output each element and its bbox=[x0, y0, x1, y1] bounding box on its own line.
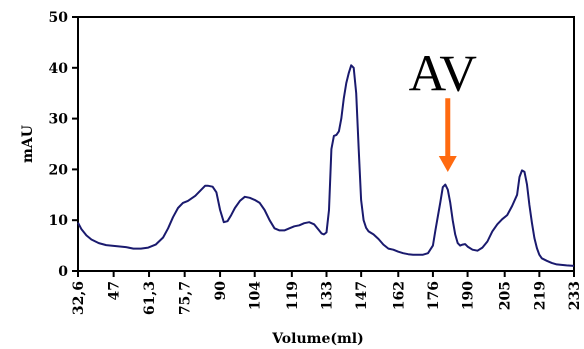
y-axis-title: mAU bbox=[20, 125, 36, 163]
x-tick-label: 75,7 bbox=[178, 281, 194, 315]
x-tick-label: 147 bbox=[354, 281, 370, 310]
y-tick-label: 50 bbox=[49, 10, 69, 26]
x-tick-label: 190 bbox=[461, 281, 477, 310]
x-tick-label: 32,6 bbox=[71, 281, 87, 315]
series-line bbox=[78, 65, 574, 266]
x-tick-label: 104 bbox=[248, 281, 264, 310]
y-tick-label: 40 bbox=[49, 61, 69, 77]
x-tick-label: 176 bbox=[426, 281, 442, 310]
annotation-label: AV bbox=[409, 45, 477, 102]
x-tick-label: 90 bbox=[213, 281, 229, 301]
x-tick-label: 61,3 bbox=[142, 281, 158, 315]
x-tick-label: 205 bbox=[498, 281, 514, 310]
x-tick-label: 133 bbox=[319, 281, 335, 310]
y-tick-label: 20 bbox=[49, 162, 69, 178]
y-tick-label: 30 bbox=[49, 112, 69, 128]
y-tick-label: 0 bbox=[58, 264, 68, 280]
plot-area: 0 10 20 30 40 50 32,6 47 61,3 75,7 90 104 119 133 147 1… bbox=[49, 10, 583, 315]
x-tick-label: 233 bbox=[567, 281, 583, 310]
x-tick-label: 119 bbox=[285, 281, 301, 310]
x-tick-label: 162 bbox=[391, 281, 407, 310]
x-tick-label: 219 bbox=[532, 281, 548, 310]
x-tick-label: 47 bbox=[107, 281, 123, 300]
annotation-arrowhead bbox=[439, 156, 457, 172]
x-axis-title: Volume(ml) bbox=[271, 331, 364, 347]
y-tick-label: 10 bbox=[49, 213, 69, 229]
